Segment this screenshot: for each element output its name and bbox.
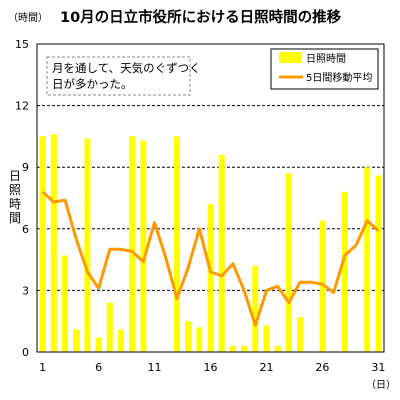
y-axis-ticks: 0 3 6 9 12 15 bbox=[15, 38, 29, 359]
y-tick-label-9: 9 bbox=[22, 161, 29, 174]
bar-day-4 bbox=[73, 329, 80, 352]
legend-line-label: 5日間移動平均 bbox=[306, 71, 372, 84]
legend: 日照時間 5日間移動平均 bbox=[270, 48, 379, 90]
x-tick-label-11: 11 bbox=[148, 361, 162, 374]
bar-day-21 bbox=[263, 325, 270, 352]
bar-series bbox=[39, 134, 382, 352]
x-tick-label-1: 1 bbox=[39, 361, 46, 374]
y-axis-label: 日照時間 bbox=[9, 169, 21, 225]
legend-bar-swatch bbox=[279, 52, 301, 63]
bar-day-6 bbox=[95, 337, 102, 352]
bar-day-9 bbox=[129, 136, 136, 352]
legend-bar-label: 日照時間 bbox=[306, 53, 346, 65]
x-tick-label-6: 6 bbox=[95, 361, 102, 374]
bar-day-1 bbox=[39, 136, 46, 352]
annotation-box: 月を通して、天気のぐずつく 日が多かった。 bbox=[46, 56, 201, 96]
annotation-line-2: 日が多かった。 bbox=[52, 77, 133, 91]
bar-day-24 bbox=[297, 317, 304, 352]
bar-day-10 bbox=[140, 140, 147, 352]
annotation-line-1: 月を通して、天気のぐずつく bbox=[52, 61, 201, 75]
bar-day-8 bbox=[117, 329, 124, 352]
bar-day-30 bbox=[364, 167, 371, 352]
grid-lines bbox=[37, 105, 384, 291]
bar-day-28 bbox=[341, 191, 348, 352]
y-tick-label-6: 6 bbox=[22, 223, 29, 236]
bar-day-23 bbox=[285, 173, 292, 352]
moving-average-line bbox=[41, 190, 380, 327]
x-tick-label-26: 26 bbox=[315, 361, 329, 374]
bar-day-3 bbox=[61, 255, 68, 352]
y-unit-label: （時間） bbox=[8, 12, 48, 24]
bar-day-22 bbox=[274, 345, 281, 352]
bar-day-14 bbox=[185, 321, 192, 352]
x-unit-label: （日） bbox=[366, 379, 396, 391]
y-tick-label-12: 12 bbox=[15, 100, 29, 113]
bar-day-19 bbox=[241, 345, 248, 352]
x-axis-ticks: 1 6 11 16 21 26 31 bbox=[39, 361, 385, 374]
chart-title: 10月の日立市役所における日照時間の推移 bbox=[60, 8, 342, 26]
bar-day-16 bbox=[207, 204, 214, 352]
plot-frame bbox=[36, 43, 385, 353]
y-tick-label-0: 0 bbox=[22, 346, 29, 359]
x-tick-label-21: 21 bbox=[259, 361, 273, 374]
y-tick-label-3: 3 bbox=[22, 284, 29, 297]
bar-day-20 bbox=[252, 265, 259, 352]
bar-day-31 bbox=[375, 175, 382, 352]
y-tick-label-15: 15 bbox=[15, 38, 29, 51]
x-tick-label-31: 31 bbox=[371, 361, 385, 374]
bar-day-7 bbox=[106, 302, 113, 352]
bar-day-13 bbox=[173, 136, 180, 352]
bar-day-15 bbox=[196, 327, 203, 352]
bar-day-17 bbox=[218, 154, 225, 352]
bar-day-18 bbox=[229, 345, 236, 352]
bar-day-5 bbox=[84, 138, 91, 352]
bar-day-2 bbox=[50, 134, 57, 352]
x-tick-label-16: 16 bbox=[204, 361, 218, 374]
bar-day-26 bbox=[319, 220, 326, 352]
